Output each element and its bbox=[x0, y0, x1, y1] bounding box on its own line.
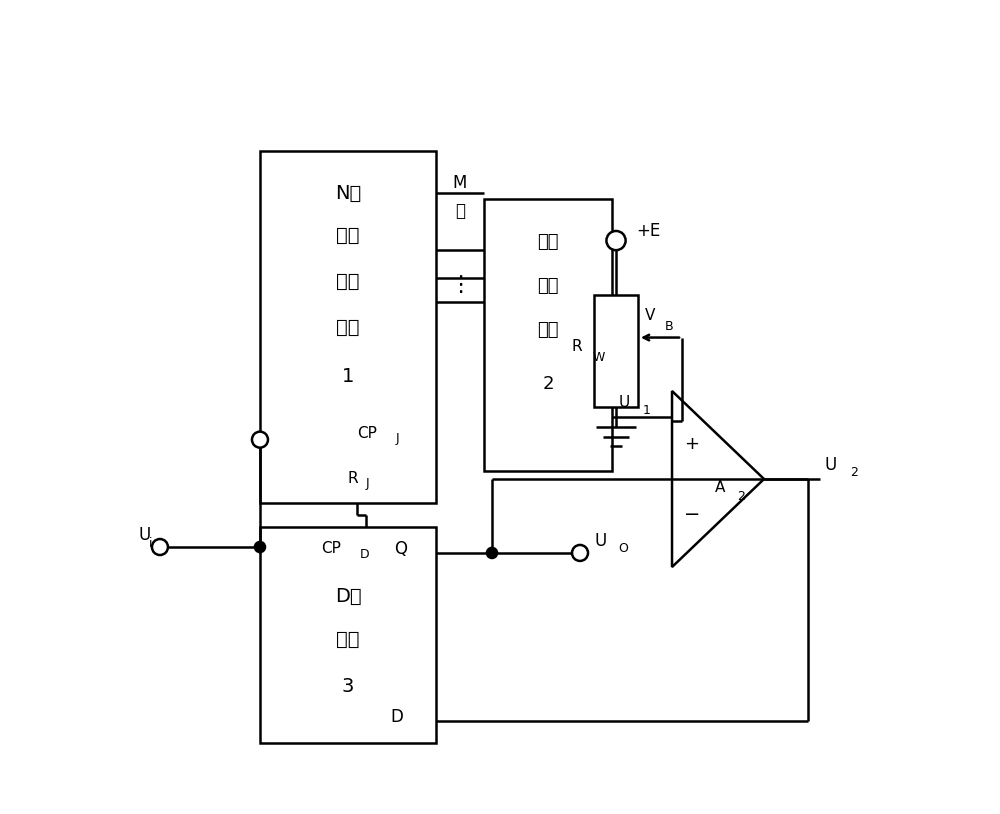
Text: 电路: 电路 bbox=[537, 321, 559, 339]
Circle shape bbox=[606, 231, 626, 250]
Circle shape bbox=[486, 547, 498, 558]
Text: V: V bbox=[644, 309, 655, 323]
Text: 1: 1 bbox=[342, 367, 354, 386]
Text: R: R bbox=[571, 339, 582, 354]
Text: N位: N位 bbox=[335, 184, 361, 203]
Text: ⋮: ⋮ bbox=[449, 275, 471, 295]
Text: J: J bbox=[395, 432, 399, 445]
Text: O: O bbox=[618, 542, 628, 555]
Text: 2: 2 bbox=[850, 466, 858, 479]
Text: −: − bbox=[684, 505, 700, 523]
Circle shape bbox=[152, 539, 168, 555]
Text: CP: CP bbox=[357, 426, 377, 440]
Text: 制计: 制计 bbox=[336, 272, 360, 291]
Text: R: R bbox=[348, 470, 359, 486]
Circle shape bbox=[254, 541, 266, 553]
Text: i: i bbox=[148, 536, 152, 549]
Text: B: B bbox=[664, 320, 673, 333]
Text: CP: CP bbox=[322, 541, 341, 557]
Text: 发器: 发器 bbox=[336, 630, 360, 649]
Text: U: U bbox=[824, 456, 836, 474]
Text: 数器: 数器 bbox=[336, 317, 360, 336]
Text: +: + bbox=[685, 435, 700, 453]
Circle shape bbox=[572, 545, 588, 561]
Text: D触: D触 bbox=[335, 587, 361, 606]
Text: 二进: 二进 bbox=[336, 226, 360, 245]
Text: 3: 3 bbox=[342, 677, 354, 697]
Text: +E: +E bbox=[636, 222, 660, 240]
Text: Q: Q bbox=[394, 540, 407, 558]
Text: 反相: 反相 bbox=[537, 234, 559, 252]
Text: 加法: 加法 bbox=[537, 277, 559, 295]
Text: W: W bbox=[592, 351, 605, 364]
Text: 2: 2 bbox=[737, 490, 745, 503]
Text: 2: 2 bbox=[542, 375, 554, 393]
Text: 1: 1 bbox=[642, 404, 650, 417]
Bar bbox=[260, 151, 436, 503]
Bar bbox=[484, 199, 612, 471]
Bar bbox=[594, 295, 638, 407]
Circle shape bbox=[252, 431, 268, 448]
Text: M: M bbox=[453, 173, 467, 191]
Text: D: D bbox=[391, 708, 404, 726]
Text: A: A bbox=[715, 479, 725, 495]
Text: D: D bbox=[360, 548, 370, 561]
Text: 位: 位 bbox=[455, 202, 465, 220]
Text: U: U bbox=[594, 532, 607, 550]
Bar bbox=[260, 527, 436, 743]
Text: U: U bbox=[138, 526, 150, 544]
Text: U: U bbox=[618, 395, 630, 409]
Polygon shape bbox=[672, 391, 764, 567]
Text: J: J bbox=[366, 477, 369, 490]
